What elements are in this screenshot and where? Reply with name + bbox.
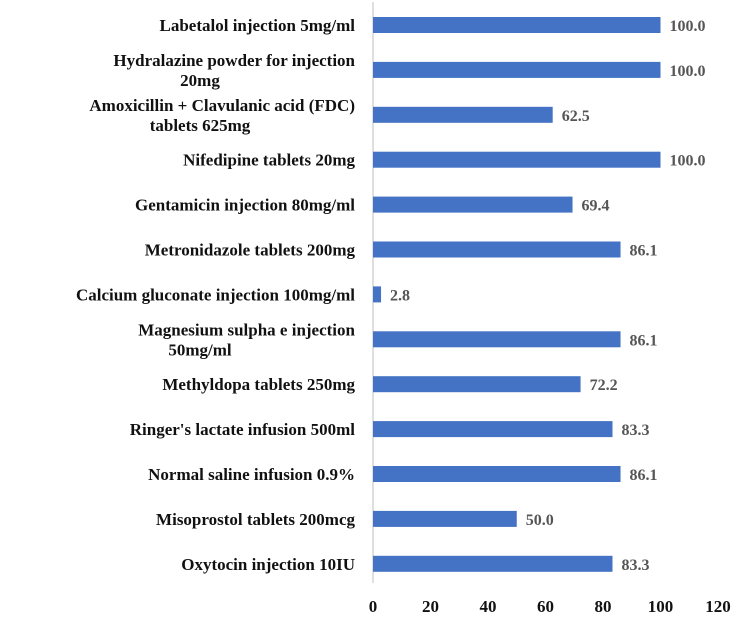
data-label: 50.0 [526, 512, 554, 529]
data-label: 86.1 [630, 467, 658, 484]
category-label: Nifedipine tablets 20mg [183, 151, 355, 170]
data-label: 100.0 [670, 63, 706, 80]
x-tick-label: 120 [705, 597, 731, 616]
data-label: 69.4 [582, 198, 610, 215]
axis-layer: 0 20 40 60 80 100 120 [369, 2, 731, 616]
category-label: tablets 625mg [150, 116, 251, 135]
category-label: Gentamicin injection 80mg/ml [135, 196, 355, 215]
data-label: 86.1 [630, 243, 658, 260]
category-label: Oxytocin injection 10IU [181, 555, 355, 574]
data-label: 72.2 [590, 377, 618, 394]
x-tick-label: 80 [595, 597, 612, 616]
data-label: 83.3 [621, 422, 649, 439]
bar [373, 466, 621, 482]
data-label: 100.0 [670, 153, 706, 170]
data-label: 100.0 [670, 18, 706, 35]
bar [373, 241, 621, 258]
x-tick-label: 60 [537, 597, 554, 616]
bar [373, 555, 613, 572]
category-label: Hydralazine powder for injection [113, 51, 355, 70]
bar-layer [373, 17, 661, 572]
category-label: Normal saline infusion 0.9% [148, 465, 355, 484]
bar [373, 286, 382, 303]
data-label: 2.8 [390, 287, 410, 304]
category-label: Metronidazole tablets 200mg [145, 241, 356, 260]
bar [373, 17, 661, 33]
data-label: 83.3 [621, 557, 649, 574]
data-label: 86.1 [630, 332, 658, 349]
category-label: Ringer's lactate infusion 500ml [130, 420, 356, 439]
bar [373, 106, 553, 123]
label-layer: 100.0 Labetalol injection 5mg/ml 100.0 Hydr… [76, 16, 706, 574]
bar [373, 151, 661, 168]
category-label: 20mg [180, 71, 220, 90]
data-label: 62.5 [562, 108, 590, 125]
bar [373, 421, 613, 438]
bar [373, 331, 621, 348]
category-label: Amoxicillin + Clavulanic acid (FDC) [89, 96, 355, 115]
bar [373, 196, 573, 213]
bar [373, 510, 517, 527]
category-label: 50mg/ml [168, 340, 232, 359]
category-label: Misoprostol tablets 200mcg [156, 510, 355, 529]
category-label: Magnesium sulpha e injection [138, 320, 355, 339]
x-tick-label: 0 [369, 597, 378, 616]
category-label: Labetalol injection 5mg/ml [160, 16, 356, 35]
bar [373, 61, 661, 78]
category-label: Methyldopa tablets 250mg [162, 375, 355, 394]
category-label: Calcium gluconate injection 100mg/ml [76, 285, 355, 304]
bar [373, 376, 581, 393]
x-tick-label: 100 [648, 597, 674, 616]
x-tick-label: 40 [480, 597, 497, 616]
x-tick-label: 20 [422, 597, 439, 616]
